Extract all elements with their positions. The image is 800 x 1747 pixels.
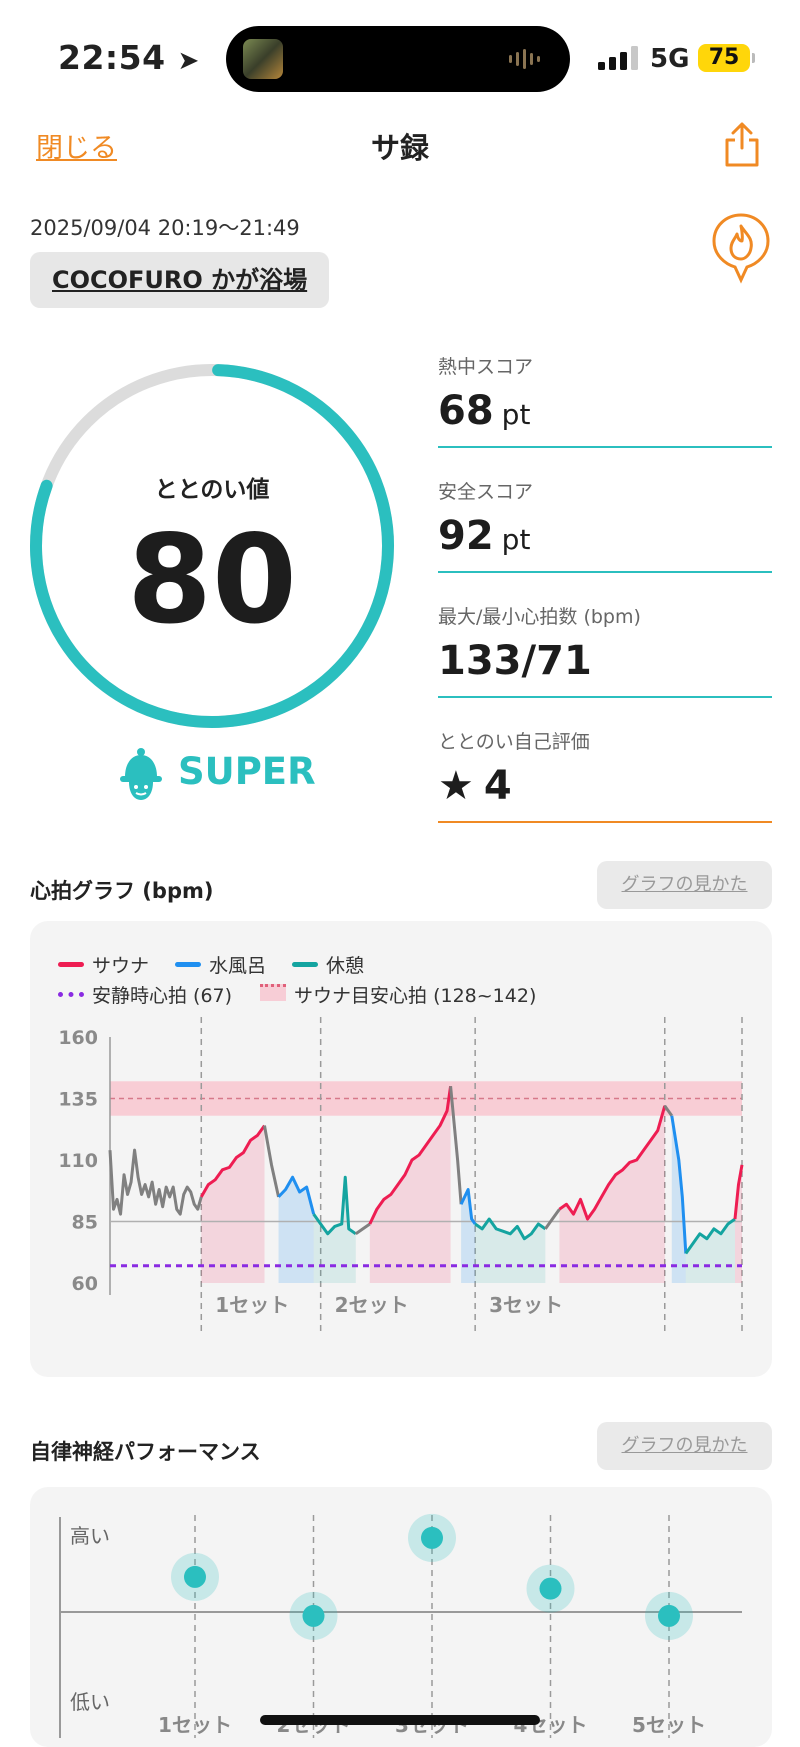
network-type: 5G: [650, 44, 690, 74]
category-label: 5セット: [632, 1713, 706, 1737]
high-label: 高い: [70, 1524, 110, 1548]
self-rating-value[interactable]: ★ 4: [438, 763, 512, 809]
home-indicator[interactable]: [260, 1715, 540, 1725]
legend-resting-hr: 安静時心拍 (67): [58, 981, 232, 1008]
session-datetime: 2025/09/04 20:19～21:49: [30, 216, 300, 240]
cold-area: [461, 1189, 476, 1283]
break-line: [684, 1217, 736, 1255]
y-tick-label: 85: [72, 1212, 98, 1234]
rest-line: [263, 1125, 280, 1198]
cold-line: [670, 1115, 688, 1254]
low-label: 低い: [70, 1690, 110, 1714]
divider: [438, 696, 772, 698]
ans-point: [302, 1604, 325, 1627]
now-playing-artwork: [243, 39, 283, 79]
ans-guide-button[interactable]: グラフの見かた: [597, 1422, 772, 1470]
sauna-hat-icon: [120, 748, 162, 800]
break-area: [475, 1219, 546, 1283]
location-arrow-icon: ➤: [177, 46, 200, 76]
share-icon[interactable]: [722, 120, 762, 168]
rest-line: [544, 1208, 561, 1230]
self-rating-title: ととのい自己評価: [438, 731, 590, 753]
sauna-line: [558, 1105, 667, 1221]
rest-line: [108, 1148, 203, 1216]
status-time: 22:54 ➤: [58, 38, 200, 77]
rest-line: [663, 1105, 673, 1117]
sauna-area: [201, 1125, 265, 1283]
gauge-value: 80: [127, 509, 297, 651]
gauge-label: ととのい値: [154, 477, 270, 503]
legend-sauna-target: サウナ目安心拍 (128~142): [260, 981, 536, 1008]
legend-break: 休憩: [292, 951, 364, 978]
legend-row-2: 安静時心拍 (67) サウナ目安心拍 (128~142): [58, 981, 536, 1008]
break-area: [313, 1177, 356, 1283]
cold-area: [278, 1177, 314, 1283]
heart-rate-chart: 160 135 110 85 60 1セット 2セット 3セット: [58, 1017, 744, 1335]
safety-score-value: 92 pt: [438, 513, 531, 559]
ans-performance-card: 高い 低い 1セット 2セット 3セット 4セット 5セット: [30, 1487, 772, 1747]
audio-wave-icon: [509, 48, 540, 70]
facility-button[interactable]: COCOFURO かが浴場: [30, 252, 330, 308]
set-label: 1セット: [215, 1293, 289, 1317]
break-line: [474, 1217, 547, 1241]
totonoi-gauge: [30, 364, 394, 728]
page-title: サ録: [370, 131, 429, 165]
legend-row-1: サウナ 水風呂 休憩: [58, 951, 364, 978]
y-tick-label: 110: [58, 1150, 98, 1172]
cold-line: [459, 1188, 477, 1225]
sauna-line: [199, 1124, 266, 1198]
cold-line: [277, 1175, 316, 1215]
safety-score-title: 安全スコア: [438, 481, 534, 503]
ans-point: [539, 1577, 562, 1600]
y-tick-label: 60: [72, 1273, 98, 1295]
heat-score-title: 熱中スコア: [438, 356, 534, 378]
heart-graph-card: サウナ 水風呂 休憩 安静時心拍 (67) サウナ目安心拍 (128~142) …: [30, 921, 772, 1377]
ans-point: [421, 1526, 443, 1549]
heart-rate-range-title: 最大/最小心拍数 (bpm): [438, 606, 641, 628]
legend-cold-bath: 水風呂: [175, 951, 266, 978]
sauna-line: [368, 1085, 453, 1225]
dynamic-island[interactable]: [226, 26, 570, 92]
break-line: [312, 1175, 357, 1236]
heart-rate-range-value: 133/71: [438, 638, 592, 684]
break-area: [685, 1219, 735, 1283]
y-tick-label: 160: [58, 1027, 98, 1049]
ans-point: [658, 1604, 680, 1627]
sauna-area: [734, 1164, 742, 1283]
set-label: 2セット: [335, 1293, 409, 1317]
heart-graph-guide-button[interactable]: グラフの見かた: [597, 861, 772, 909]
rest-line: [449, 1086, 463, 1205]
sauna-area: [369, 1086, 451, 1283]
cellular-signal-icon: [598, 46, 638, 70]
fire-pin-icon[interactable]: [710, 212, 772, 284]
category-label: 1セット: [158, 1713, 232, 1737]
close-button[interactable]: 閉じる: [36, 133, 117, 164]
gauge-progress-arc: [30, 364, 394, 728]
sauna-line: [733, 1164, 744, 1220]
set-label: 3セット: [489, 1293, 563, 1317]
heart-graph-title: 心拍グラフ (bpm): [30, 879, 214, 903]
legend-sauna: サウナ: [58, 951, 149, 978]
star-icon: ★: [438, 763, 474, 809]
battery-icon: 75: [698, 44, 750, 72]
battery-cap: [752, 53, 755, 63]
ans-performance-title: 自律神経パフォーマンス: [30, 1440, 261, 1464]
divider: [438, 446, 772, 448]
divider: [438, 571, 772, 573]
ans-point: [184, 1565, 206, 1588]
rank-label: SUPER: [178, 750, 316, 793]
sauna-area: [559, 1105, 665, 1283]
y-tick-label: 135: [58, 1089, 98, 1111]
heat-score-value: 68 pt: [438, 388, 531, 434]
cold-area: [671, 1115, 686, 1283]
rest-line: [354, 1222, 371, 1236]
divider: [438, 821, 772, 823]
